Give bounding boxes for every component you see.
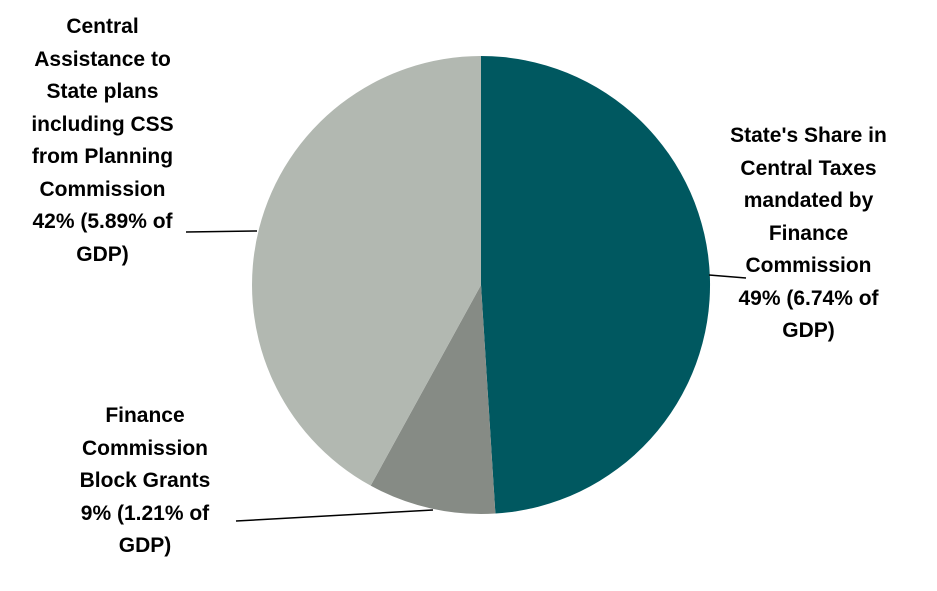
label-line: Central Taxes <box>740 156 877 180</box>
label-line: State plans <box>46 80 159 103</box>
label-line: including CSS <box>31 112 174 136</box>
label-line: GDP) <box>118 534 172 557</box>
label-line: mandated by <box>743 189 874 212</box>
label-line: Assistance to <box>34 47 171 71</box>
label-block-grants: Finance Commission Block Grants 9% (1.21… <box>50 400 240 563</box>
label-state-share: State's Share in Central Taxes mandated … <box>711 120 906 348</box>
label-line: Finance <box>768 221 849 245</box>
label-line: GDP) <box>782 319 835 342</box>
label-line: Central <box>66 15 139 38</box>
label-line: 42% (5.89% of <box>32 210 173 233</box>
label-line: Commission <box>81 436 209 460</box>
label-line: Commission <box>39 177 166 201</box>
pie-slice-central-assistance <box>252 56 481 486</box>
label-line: Commission <box>745 254 872 277</box>
label-line: 49% (6.74% of <box>738 286 879 310</box>
label-line: Block Grants <box>79 469 211 492</box>
label-line: from Planning <box>31 145 174 168</box>
label-line: State's Share in <box>730 124 887 147</box>
pie-slice-state-share <box>481 56 711 514</box>
label-line: GDP) <box>76 242 129 266</box>
leader-line-block-grants <box>235 509 434 522</box>
label-central-assistance: Central Assistance to State plans includ… <box>15 11 190 271</box>
leader-line-state-share <box>708 274 747 279</box>
label-line: Finance <box>105 404 185 427</box>
leader-line-central-assistance <box>185 230 258 233</box>
pie-slice-block-grants <box>370 285 496 515</box>
label-line: 9% (1.21% of <box>80 501 210 525</box>
